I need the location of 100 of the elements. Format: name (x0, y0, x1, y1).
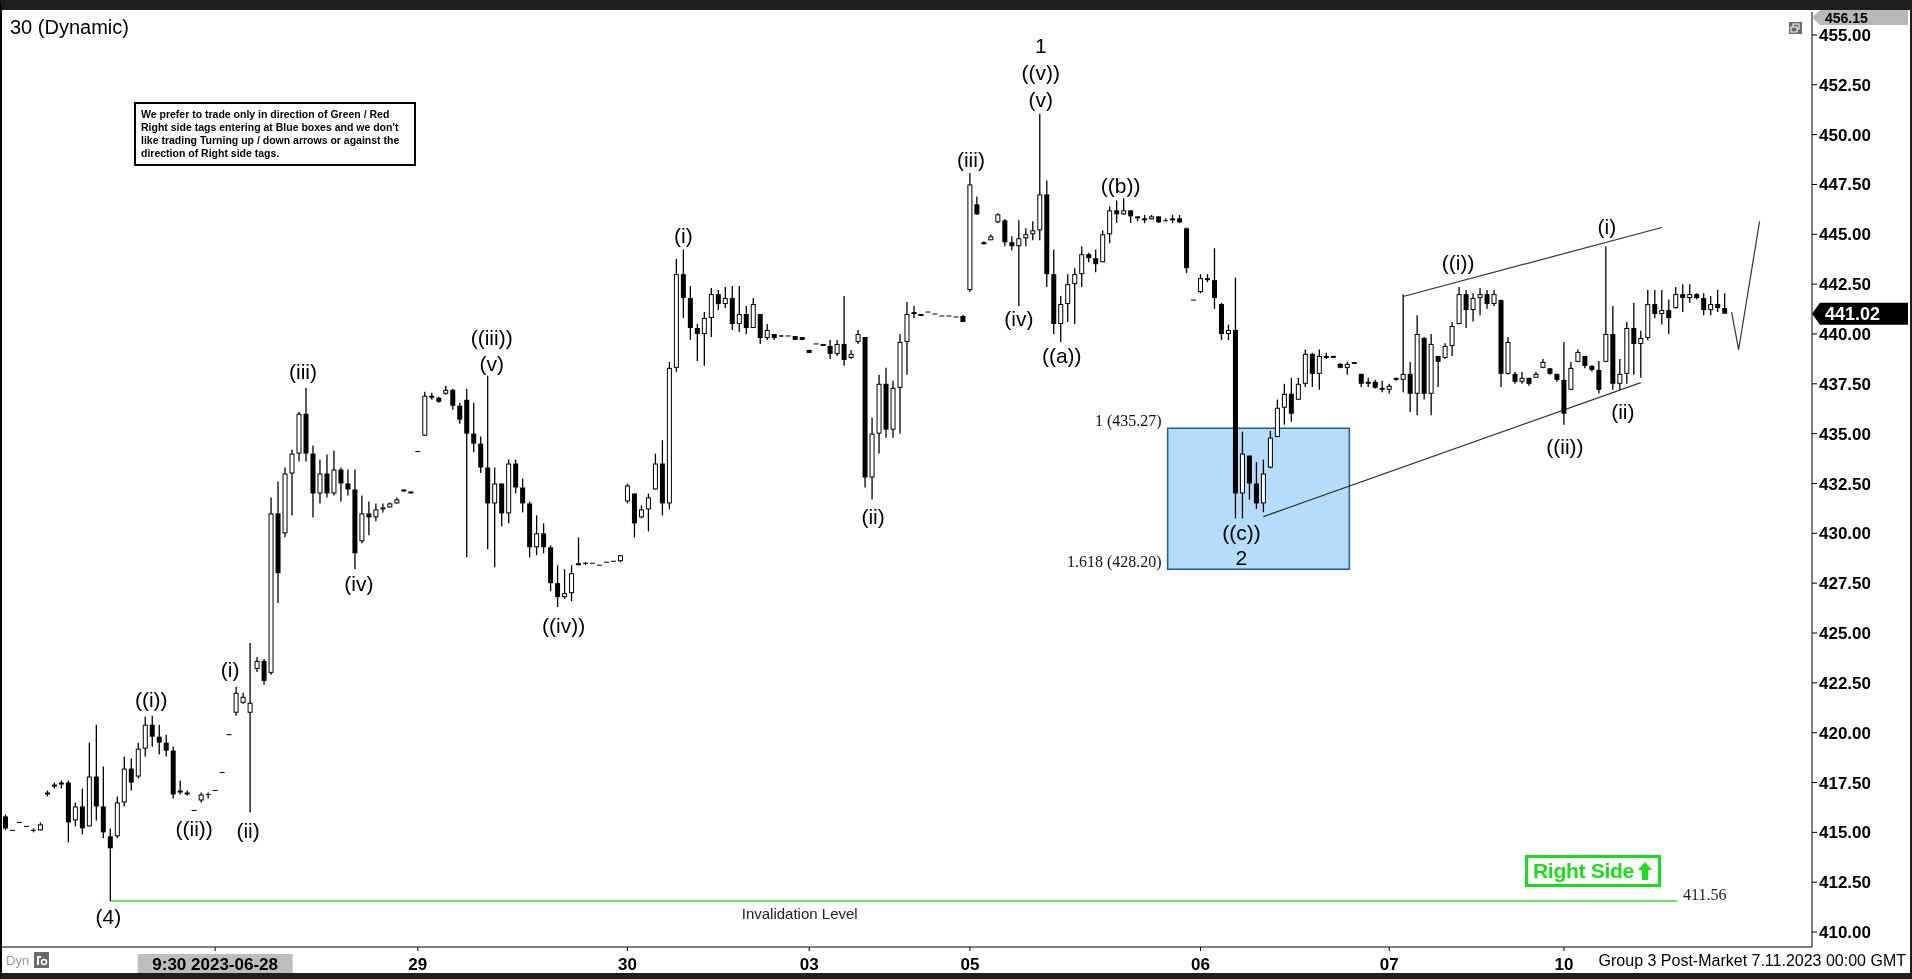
candlestick (163, 734, 169, 758)
candlestick (1058, 295, 1064, 343)
candlestick (1079, 245, 1085, 288)
annotation: ((c)) (1222, 520, 1261, 544)
candlestick (757, 313, 763, 345)
candlestick (1281, 383, 1287, 426)
annotation: 2 (1235, 545, 1248, 569)
annotation: (iv) (344, 571, 374, 595)
annotation: We prefer to trade only in direction of Green / Red Right side tags entering at Blue boxes and we don't like trading Turning up / down arrows or against the direction of Right side tags. (134, 102, 416, 166)
candlestick (541, 522, 547, 554)
y-tick-label: 415.00 (1819, 823, 1871, 843)
annotation: (4) (95, 905, 122, 929)
candlestick (1659, 289, 1665, 326)
candlestick (1687, 283, 1693, 304)
candlestick (1400, 293, 1406, 393)
candlestick (569, 564, 575, 602)
y-tick-label: 452.50 (1819, 75, 1871, 95)
annotation: 1 (435.27) (1095, 411, 1162, 430)
candlestick (701, 311, 707, 367)
annotation: (i) (1597, 214, 1617, 238)
annotation: 411.56 (1683, 886, 1727, 904)
annotation: ((iv)) (542, 613, 586, 637)
candlestick (1715, 289, 1721, 313)
x-tick-label: 06 (1191, 955, 1210, 974)
text: 441.02 (1825, 303, 1881, 324)
annotation: (iii) (289, 360, 317, 384)
y-tick-label: 422.50 (1819, 673, 1871, 693)
candlestick (1253, 461, 1259, 510)
annotation: (v) (479, 352, 504, 376)
x-tick-label: 05 (960, 955, 980, 974)
candlestick (1673, 286, 1679, 310)
candlestick (1617, 358, 1623, 391)
candlestick (1449, 321, 1455, 357)
y-tick-label: 445.00 (1819, 225, 1871, 245)
x-tick-label: 10 (1554, 955, 1574, 974)
candlestick (750, 297, 756, 329)
candlestick (1072, 267, 1078, 325)
ref-line-label: Invalidation Level (741, 905, 858, 923)
y-tick-label: 417.50 (1819, 773, 1871, 793)
candlestick (562, 568, 568, 600)
annotation: ((iii)) (470, 326, 513, 350)
candlestick (513, 458, 519, 495)
annotation: ((i)) (1441, 251, 1475, 275)
text: Dyn (6, 952, 30, 968)
candlestick (142, 716, 148, 758)
y-tick-label: 432.50 (1819, 474, 1871, 494)
candlestick (1708, 295, 1714, 316)
y-tick-label: 420.00 (1819, 723, 1871, 743)
annotation: ((b)) (1100, 173, 1141, 197)
candlestick (1666, 298, 1672, 335)
y-tick-label: 412.50 (1819, 873, 1871, 893)
candlestick (1701, 292, 1707, 316)
candlestick (1288, 377, 1294, 423)
annotation: (i) (220, 658, 240, 682)
candlestick (478, 435, 484, 474)
candlestick (1568, 361, 1574, 391)
chart-title: 30 (Dynamic) (10, 16, 129, 39)
x-tick-label: 30 (618, 955, 637, 974)
candlestick (450, 388, 456, 411)
y-tick-label: 427.50 (1819, 574, 1871, 594)
candlestick (534, 514, 540, 556)
candlestick (79, 787, 85, 836)
y-tick-label: 440.00 (1819, 325, 1871, 344)
candlestick (520, 477, 526, 514)
y-tick-label: 430.00 (1819, 524, 1871, 544)
annotation: (ii) (1611, 400, 1635, 424)
candlestick (555, 564, 561, 608)
x-tick-label: 07 (1379, 955, 1399, 974)
candlestick (149, 715, 155, 748)
candlestick (1198, 273, 1204, 294)
candlestick (156, 724, 162, 756)
candlestick (624, 482, 630, 505)
annotation: ((ii)) (1546, 435, 1584, 459)
annotation: ((a)) (1041, 344, 1082, 368)
candlestick (1107, 205, 1113, 244)
candlestick (1030, 220, 1036, 241)
candlestick (708, 287, 714, 338)
candlestick (457, 402, 463, 425)
candlestick (1065, 273, 1071, 323)
candlestick (1309, 352, 1315, 388)
candlestick (1680, 283, 1686, 313)
y-tick-label: 455.00 (1819, 25, 1871, 45)
text: 456.15 (1825, 9, 1869, 26)
candlestick (736, 285, 742, 333)
candlestick (471, 402, 477, 453)
x-tick-label: 03 (799, 955, 819, 974)
candlestick (1016, 219, 1022, 307)
y-tick-label: 442.50 (1819, 275, 1871, 295)
annotation: ((ii)) (175, 816, 213, 840)
candlestick (1596, 360, 1602, 395)
annotation: (iv) (1004, 306, 1034, 330)
candlestick (911, 305, 917, 319)
candlestick (1638, 330, 1644, 379)
x-tick-label: 9:30 2023-06-28 (152, 955, 279, 974)
candlestick (1631, 302, 1637, 376)
annotation: Right Side (1533, 859, 1634, 883)
text: Group 3 Post-Market 7.11.2023 00:00 GMT (1598, 952, 1906, 970)
x-tick-label: 29 (408, 955, 428, 974)
candlestick (345, 468, 351, 497)
candlestick (1652, 289, 1658, 319)
